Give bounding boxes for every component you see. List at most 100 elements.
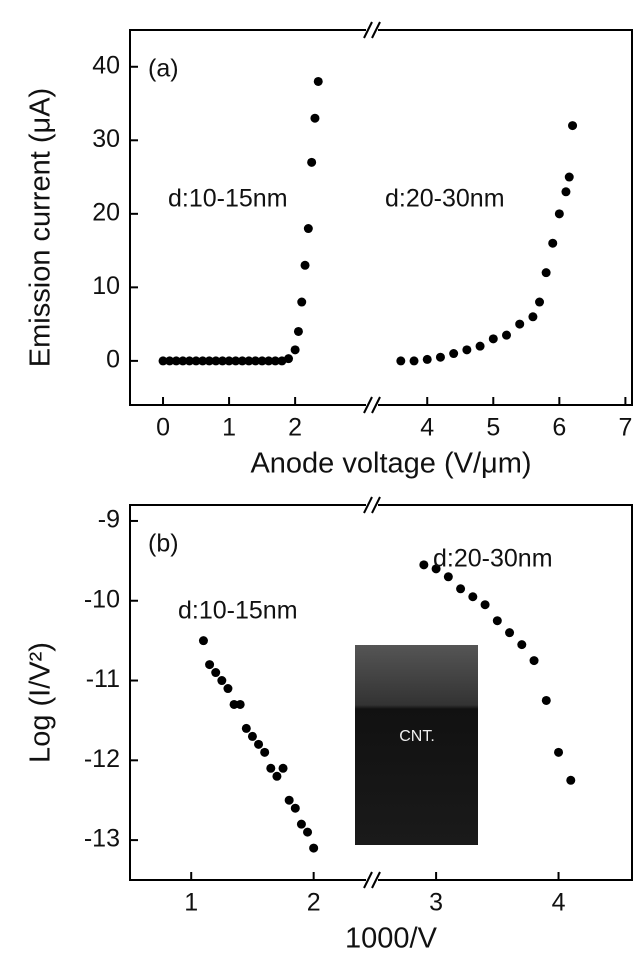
data-point: [409, 356, 419, 366]
data-point: [264, 356, 274, 366]
y-tick-label: 0: [106, 345, 120, 373]
data-point: [260, 747, 270, 757]
data-point: [223, 684, 233, 694]
data-point: [244, 356, 254, 366]
plot-frame: [129, 504, 633, 881]
data-point: [237, 356, 247, 366]
x-tick-label: 0: [156, 414, 170, 442]
annotation: d:20-30nm: [385, 185, 505, 213]
x-tick-label: 2: [307, 889, 321, 917]
data-point: [303, 827, 313, 837]
x-axis-label: 1000/V: [345, 923, 438, 955]
data-point: [235, 699, 245, 709]
data-point: [449, 349, 459, 359]
data-point: [307, 157, 317, 167]
x-axis-label: Anode voltage (V/μm): [250, 448, 531, 480]
data-point: [257, 356, 267, 366]
data-point: [309, 843, 319, 853]
annotation: d:10-15nm: [178, 597, 298, 625]
data-point: [270, 356, 280, 366]
x-tick-label: 3: [429, 889, 443, 917]
data-point: [184, 356, 194, 366]
x-tick-label: 2: [288, 414, 302, 442]
data-point: [566, 775, 576, 785]
data-point: [515, 319, 525, 329]
data-point: [564, 172, 574, 182]
plot-frame: [129, 29, 633, 406]
y-tick-label: -13: [84, 825, 120, 853]
y-axis-label: Emission current (μA): [25, 88, 57, 367]
data-point: [278, 763, 288, 773]
data-point: [284, 354, 294, 364]
data-point: [528, 312, 538, 322]
data-point: [284, 795, 294, 805]
data-point: [541, 695, 551, 705]
data-point: [475, 341, 485, 351]
y-tick-label: -10: [84, 585, 120, 613]
y-axis-label: Log (I/V²): [25, 642, 57, 763]
data-point: [266, 763, 276, 773]
data-point: [561, 187, 571, 197]
data-point: [272, 771, 282, 781]
y-tick-label: -11: [86, 665, 120, 693]
data-point: [502, 330, 511, 340]
inset-photo: [355, 645, 478, 845]
x-tick-label: 7: [618, 414, 632, 442]
x-tick-label: 4: [420, 414, 434, 442]
data-point: [303, 224, 313, 234]
annotation: (a): [148, 55, 179, 83]
data-point: [293, 326, 303, 336]
data-point: [535, 297, 545, 307]
data-point: [297, 297, 307, 307]
axis-break: [363, 20, 381, 890]
data-point: [541, 268, 551, 278]
data-point: [224, 356, 234, 366]
data-point: [198, 636, 208, 646]
data-point: [251, 356, 260, 366]
y-tick-label: 20: [92, 198, 120, 226]
data-point: [435, 352, 445, 362]
x-tick-label: 5: [486, 414, 500, 442]
y-tick-label: -9: [98, 506, 120, 534]
data-point: [211, 668, 221, 678]
data-point: [171, 356, 181, 366]
y-tick-label: 10: [92, 272, 120, 300]
data-point: [241, 723, 251, 733]
data-point: [505, 628, 515, 638]
data-point: [462, 345, 472, 355]
data-point: [548, 238, 558, 248]
data-point: [158, 356, 168, 366]
data-point: [231, 356, 241, 366]
data-point: [554, 747, 564, 757]
data-point: [310, 113, 320, 123]
x-tick-label: 6: [552, 414, 566, 442]
data-point: [254, 739, 264, 749]
y-tick-label: 30: [92, 125, 120, 153]
data-point: [247, 731, 257, 741]
data-point: [468, 592, 478, 602]
y-tick-label: 40: [92, 51, 120, 79]
x-tick-label: 4: [552, 889, 566, 917]
data-point: [517, 640, 527, 650]
data-point: [488, 334, 498, 344]
data-point: [422, 354, 432, 364]
data-point: [178, 356, 188, 366]
data-point: [205, 660, 215, 670]
data-point: [290, 803, 300, 813]
data-point: [568, 121, 578, 131]
data-point: [313, 76, 323, 86]
x-tick-label: 1: [222, 414, 236, 442]
annotation: d:20-30nm: [433, 545, 553, 573]
data-point: [296, 819, 306, 829]
x-tick-label: 1: [184, 889, 198, 917]
annotation: (b): [148, 530, 179, 558]
data-point: [456, 584, 466, 594]
data-point: [217, 676, 227, 686]
annotation: d:10-15nm: [168, 185, 288, 213]
data-point: [396, 356, 406, 366]
data-point: [431, 564, 441, 574]
data-point: [290, 345, 300, 355]
annotation: CNT.: [399, 728, 435, 745]
y-tick-label: -12: [84, 745, 120, 773]
